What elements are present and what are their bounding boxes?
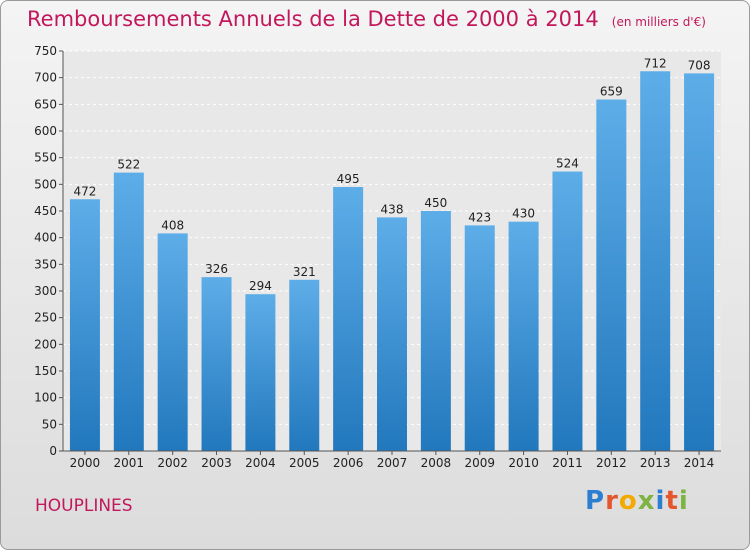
bar-value-label: 659: [600, 85, 623, 99]
y-tick-label: 350: [34, 257, 57, 271]
y-tick-label: 250: [34, 311, 57, 325]
bar-value-label: 450: [424, 196, 447, 210]
bar: [640, 71, 671, 452]
bar-value-label: 408: [161, 218, 184, 232]
bar: [201, 277, 232, 451]
logo-letter: i: [678, 486, 689, 516]
y-tick-label: 650: [34, 97, 57, 111]
x-tick-label: 2001: [114, 456, 145, 470]
city-name: HOUPLINES: [35, 496, 133, 516]
bar: [245, 294, 276, 451]
y-tick-label: 500: [34, 177, 57, 191]
y-tick-label: 750: [34, 44, 57, 58]
y-tick-label: 450: [34, 204, 57, 218]
bar: [508, 221, 539, 451]
y-tick-label: 700: [34, 71, 57, 85]
x-tick-label: 2000: [70, 456, 101, 470]
y-tick-label: 100: [34, 391, 57, 405]
bar: [420, 211, 451, 451]
x-tick-label: 2003: [201, 456, 232, 470]
y-tick-label: 600: [34, 124, 57, 138]
bar: [552, 171, 583, 452]
x-tick-label: 2013: [640, 456, 671, 470]
x-tick-label: 2010: [508, 456, 539, 470]
y-tick-label: 400: [34, 231, 57, 245]
proxiti-logo: Proxiti: [585, 486, 689, 516]
bar: [113, 172, 144, 451]
chart-unit-label: (en milliers d'€): [611, 15, 706, 29]
bar-value-label: 326: [205, 262, 228, 276]
bar: [289, 279, 320, 451]
bar: [596, 99, 627, 452]
logo-letter: r: [605, 486, 619, 516]
bar-value-label: 708: [688, 58, 711, 72]
logo-letter: t: [665, 486, 679, 516]
y-tick-label: 300: [34, 284, 57, 298]
chart-title-text: Remboursements Annuels de la Dette de 20…: [27, 7, 599, 31]
x-tick-label: 2008: [421, 456, 452, 470]
x-tick-label: 2014: [684, 456, 715, 470]
bar: [333, 187, 364, 451]
bar-value-label: 522: [117, 158, 140, 172]
bar-value-label: 472: [73, 184, 96, 198]
bar: [377, 217, 407, 451]
bar-value-label: 712: [644, 56, 667, 70]
bar-value-label: 321: [293, 265, 316, 279]
bar: [464, 225, 495, 451]
y-tick-label: 550: [34, 151, 57, 165]
chart-title: Remboursements Annuels de la Dette de 20…: [27, 7, 706, 31]
logo-letter: x: [637, 486, 656, 516]
bar-value-label: 524: [556, 157, 579, 171]
bar-value-label: 438: [381, 202, 404, 216]
logo-letter: P: [585, 486, 606, 516]
bar: [684, 73, 715, 452]
x-tick-label: 2007: [377, 456, 408, 470]
y-tick-label: 0: [49, 444, 57, 458]
bar: [157, 233, 188, 451]
y-tick-label: 150: [34, 364, 57, 378]
bar-value-label: 294: [249, 279, 272, 293]
x-tick-label: 2012: [596, 456, 627, 470]
bar-value-label: 423: [468, 210, 491, 224]
bar-value-label: 495: [337, 172, 360, 186]
logo-letter: o: [618, 486, 638, 516]
bar-value-label: 430: [512, 207, 535, 221]
y-tick-label: 50: [42, 417, 57, 431]
y-tick-label: 200: [34, 337, 57, 351]
x-tick-label: 2006: [333, 456, 364, 470]
x-tick-label: 2002: [157, 456, 188, 470]
x-tick-label: 2005: [289, 456, 320, 470]
x-tick-label: 2009: [464, 456, 495, 470]
x-tick-label: 2011: [552, 456, 583, 470]
logo-letter: i: [655, 486, 666, 516]
x-tick-label: 2004: [245, 456, 276, 470]
bar: [69, 199, 100, 451]
